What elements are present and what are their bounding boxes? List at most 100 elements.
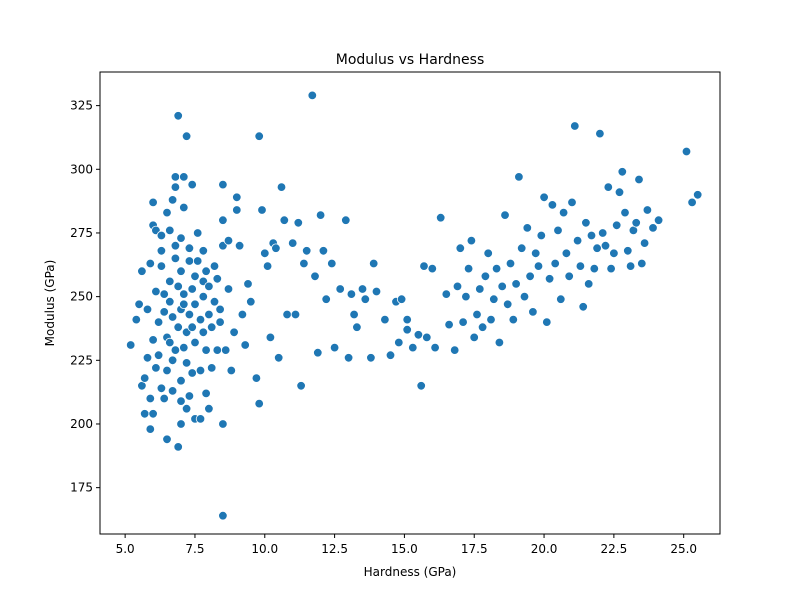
data-point-32: [165, 337, 175, 348]
data-point-117: [254, 131, 264, 141]
data-point-176: [463, 263, 474, 274]
data-point-195: [517, 243, 527, 253]
data-point-210: [558, 207, 569, 218]
data-point-129: [288, 238, 298, 248]
data-point-135: [307, 90, 318, 101]
data-point-40: [170, 182, 181, 192]
data-point-173: [455, 243, 466, 253]
data-point-180: [475, 284, 485, 294]
data-point-66: [184, 243, 195, 253]
data-point-166: [427, 263, 438, 274]
data-point-116: [251, 373, 262, 383]
data-point-98: [215, 317, 225, 327]
data-point-127: [279, 215, 290, 225]
data-point-137: [313, 348, 323, 358]
data-point-82: [198, 291, 209, 302]
x-tick-label: 7.5: [185, 542, 204, 556]
data-point-2: [134, 299, 144, 310]
data-point-109: [232, 205, 242, 215]
data-point-229: [612, 220, 622, 231]
x-tick-label: 10.0: [251, 542, 278, 556]
data-point-8: [142, 304, 153, 315]
data-point-93: [209, 261, 220, 271]
data-point-206: [547, 200, 558, 210]
data-point-45: [173, 111, 183, 121]
data-point-124: [271, 243, 281, 253]
data-point-65: [184, 309, 195, 320]
data-point-177: [466, 235, 477, 246]
data-point-242: [653, 215, 664, 225]
data-point-56: [179, 299, 189, 310]
data-point-110: [232, 192, 242, 203]
data-point-216: [575, 261, 586, 271]
data-point-52: [176, 233, 186, 243]
data-point-14: [148, 335, 158, 345]
data-point-125: [274, 353, 284, 363]
data-point-86: [201, 388, 211, 399]
data-point-73: [190, 271, 200, 282]
data-point-92: [206, 322, 217, 332]
data-point-34: [165, 276, 175, 287]
data-point-142: [329, 342, 340, 353]
data-point-115: [246, 297, 256, 307]
data-point-150: [360, 294, 371, 304]
data-point-139: [318, 246, 329, 256]
data-point-27: [159, 289, 169, 299]
data-point-122: [265, 332, 276, 343]
data-point-241: [648, 223, 658, 233]
data-point-143: [335, 284, 345, 294]
data-point-60: [181, 131, 192, 141]
data-point-94: [209, 297, 220, 307]
data-point-144: [341, 215, 351, 225]
data-point-196: [519, 291, 530, 302]
x-tick-label: 17.5: [461, 542, 488, 556]
data-point-29: [162, 365, 172, 376]
data-point-53: [176, 376, 186, 386]
data-point-26: [159, 307, 169, 317]
points-layer: [125, 90, 703, 521]
data-point-114: [243, 279, 253, 289]
data-point-58: [179, 172, 189, 182]
data-point-118: [254, 398, 264, 409]
data-point-215: [572, 235, 583, 246]
data-point-192: [508, 314, 519, 325]
data-point-185: [489, 294, 499, 304]
data-point-239: [639, 238, 650, 248]
data-point-148: [352, 322, 362, 332]
data-point-10: [145, 393, 156, 404]
data-point-167: [430, 342, 440, 353]
data-point-170: [444, 319, 454, 330]
data-point-162: [413, 330, 424, 340]
data-point-199: [528, 307, 538, 317]
data-point-62: [181, 358, 192, 368]
data-point-211: [561, 248, 572, 259]
data-point-111: [234, 240, 245, 251]
data-point-9: [145, 424, 156, 434]
data-point-23: [156, 246, 167, 256]
y-tick-label: 325: [70, 99, 93, 113]
data-point-51: [176, 266, 186, 276]
data-point-59: [179, 202, 189, 213]
data-point-165: [422, 332, 432, 343]
data-point-183: [483, 248, 493, 259]
data-point-147: [349, 309, 359, 320]
data-point-57: [179, 289, 189, 299]
data-point-87: [201, 266, 211, 276]
data-point-240: [642, 205, 653, 215]
data-point-184: [486, 314, 496, 325]
data-point-179: [472, 309, 482, 320]
data-point-43: [170, 240, 181, 251]
data-point-119: [257, 205, 267, 215]
data-point-103: [218, 511, 228, 521]
data-point-134: [302, 246, 312, 256]
data-point-138: [315, 210, 326, 220]
data-point-63: [181, 404, 192, 414]
data-point-30: [162, 434, 172, 445]
data-point-99: [218, 215, 228, 225]
data-point-77: [192, 256, 203, 266]
data-point-54: [176, 419, 186, 429]
data-point-146: [346, 289, 357, 299]
data-point-18: [151, 363, 161, 373]
data-point-133: [299, 258, 309, 269]
data-point-69: [187, 284, 197, 294]
